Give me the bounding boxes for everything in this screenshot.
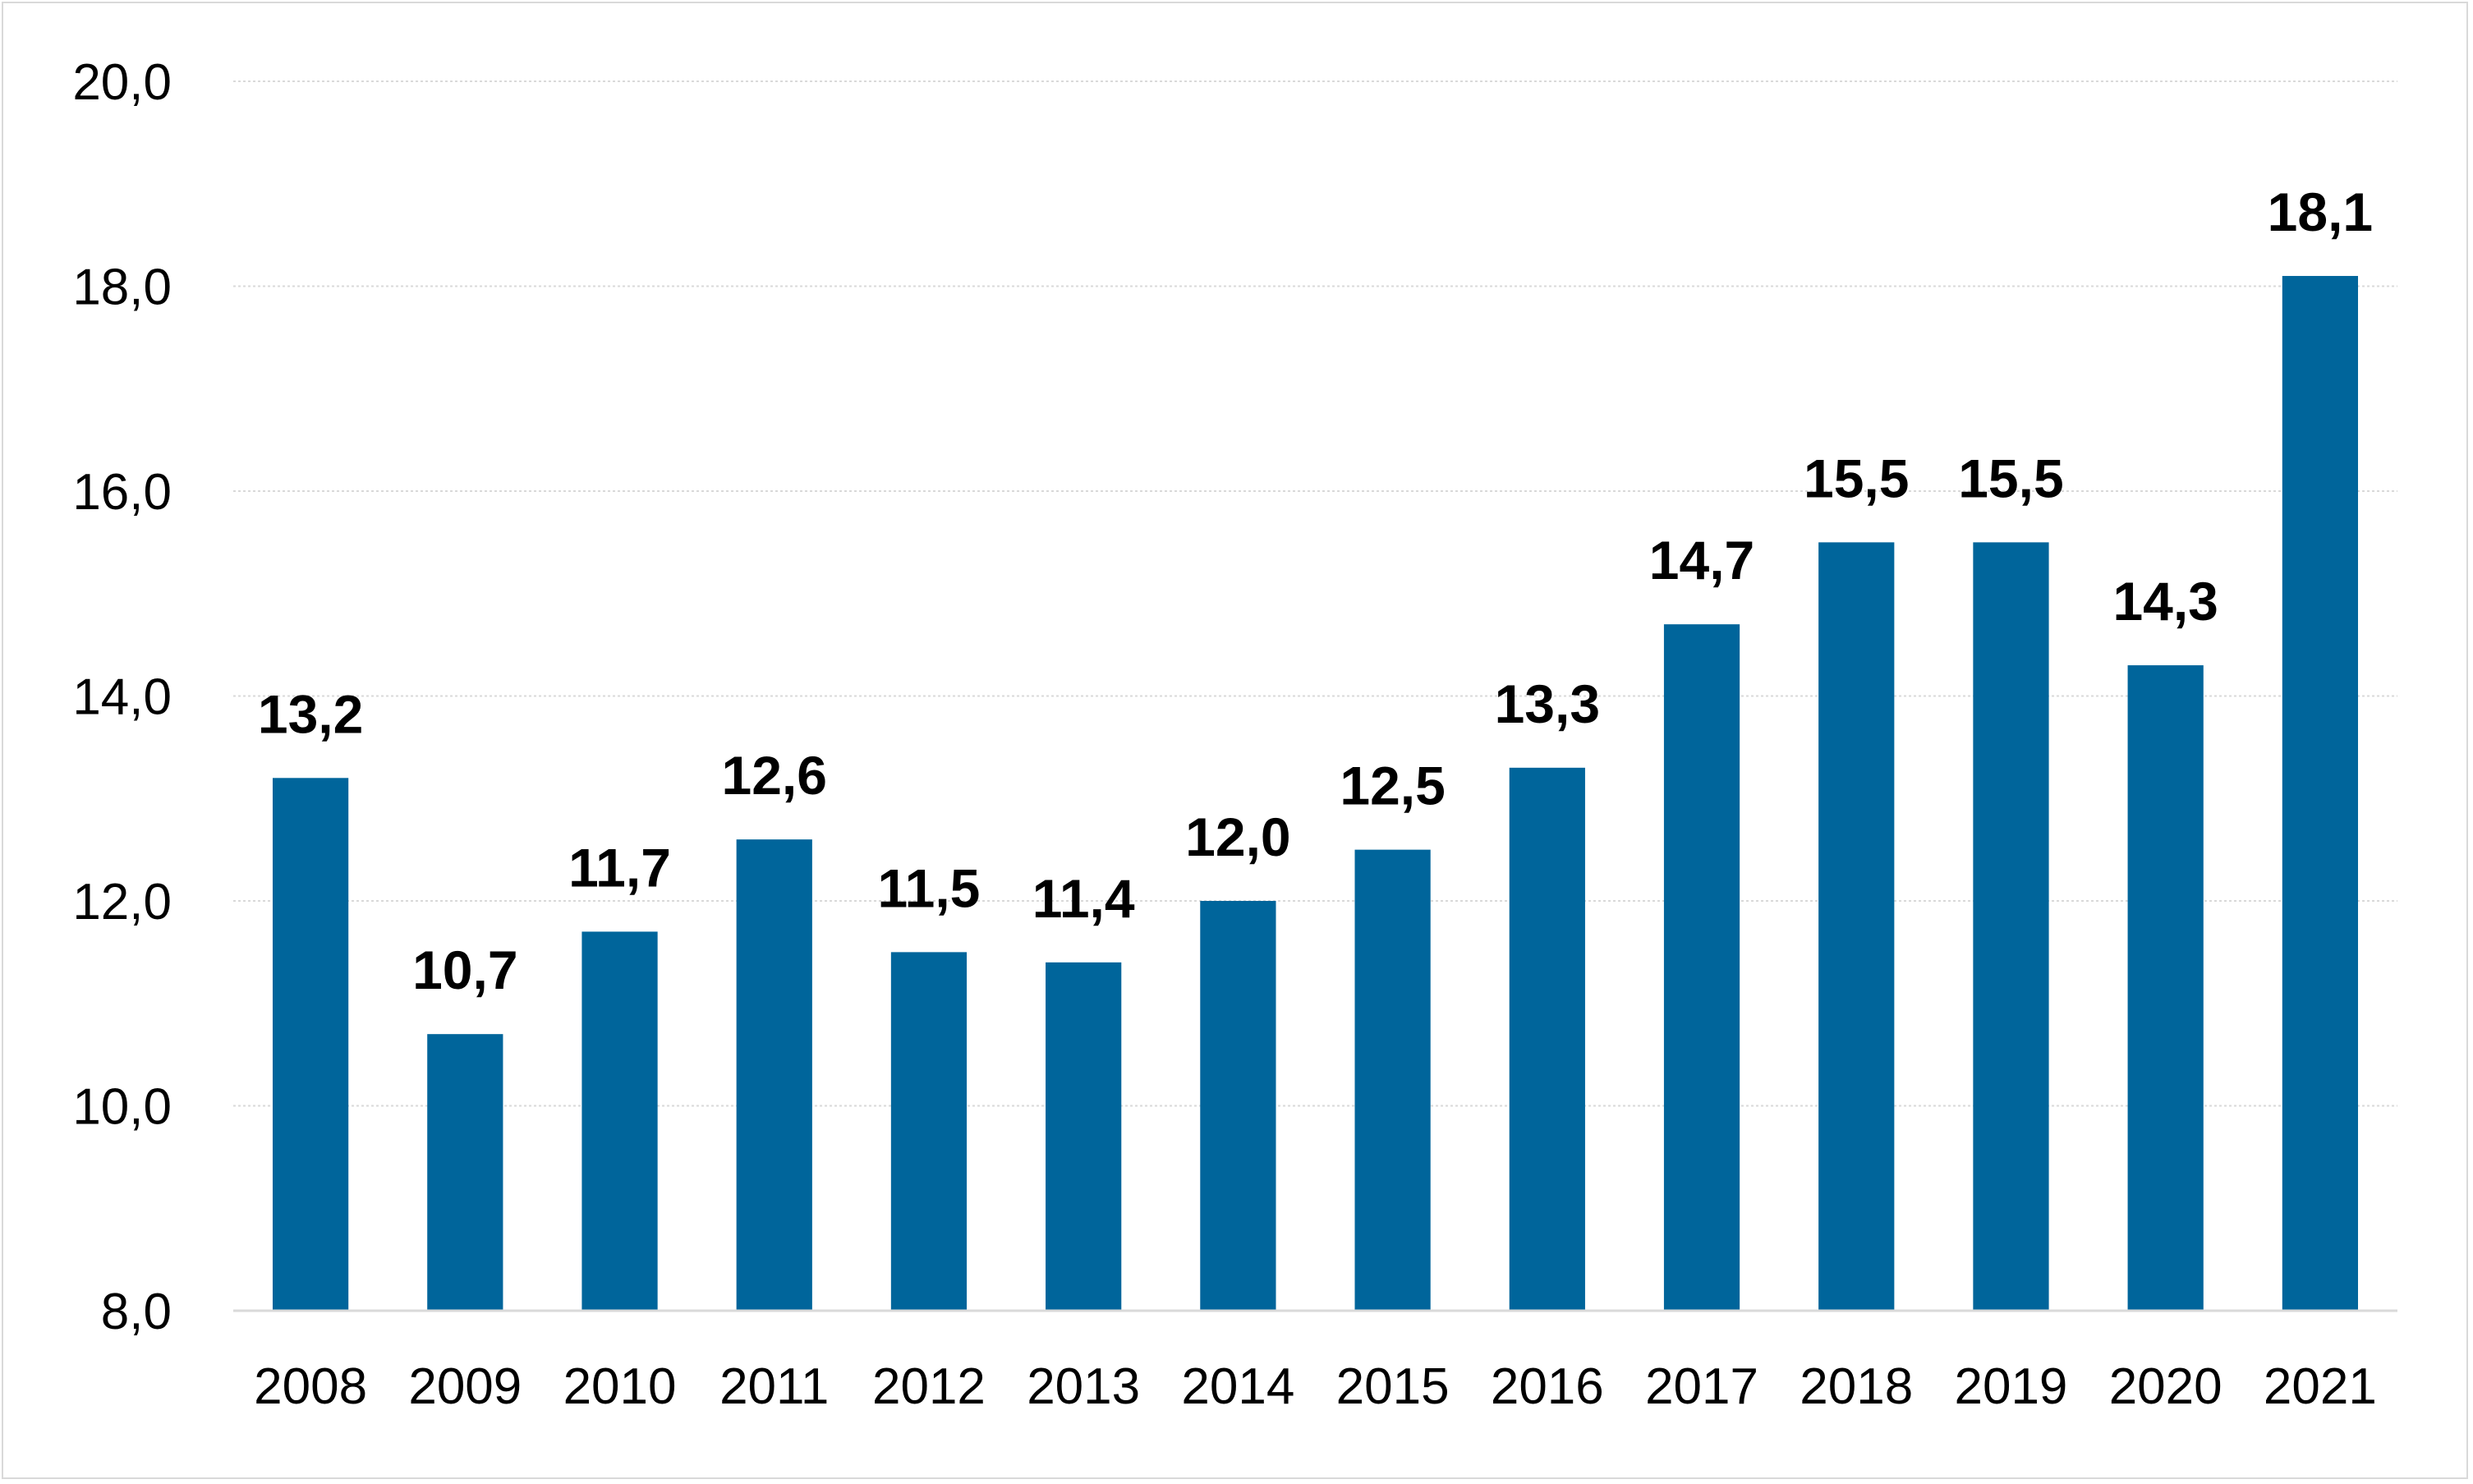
data-label-2020: 14,3 [2112, 571, 2218, 632]
bar-2008 [272, 778, 349, 1311]
bar-2009 [427, 1034, 503, 1311]
bar-2015 [1354, 849, 1431, 1311]
bar-2013 [1046, 962, 1122, 1311]
x-tick-label: 2009 [408, 1358, 522, 1415]
data-label-2018: 15,5 [1804, 448, 1909, 508]
bar-2020 [2127, 665, 2204, 1311]
bar-2019 [1973, 542, 2049, 1311]
data-label-2013: 11,4 [1032, 868, 1135, 929]
x-tick-label: 2013 [1027, 1358, 1140, 1415]
x-axis: 2008 2009 2010 2011 2012 2013 2014 2015 2016 2017… [233, 1309, 2397, 1415]
y-tick-label: 16,0 [72, 464, 172, 521]
data-labels: 13,2 10,7 11,7 12,6 11,5 11,4 12,0 12,5 13,3 14,7… [258, 181, 2373, 1000]
y-tick-label: 14,0 [72, 669, 172, 726]
data-label-2019: 15,5 [1958, 448, 2063, 508]
bar-2017 [1663, 624, 1740, 1311]
bars [272, 276, 2359, 1311]
data-label-2021: 18,1 [2268, 181, 2373, 242]
data-label-2010: 11,7 [568, 837, 671, 898]
data-label-2015: 12,5 [1340, 756, 1445, 816]
y-tick-label: 12,0 [72, 874, 172, 930]
x-tick-label: 2012 [872, 1358, 986, 1415]
data-label-2014: 12,0 [1185, 806, 1290, 867]
y-tick-label: 18,0 [72, 260, 172, 316]
x-tick-label: 2011 [719, 1358, 829, 1415]
bar-2010 [581, 931, 658, 1311]
bar-2016 [1509, 767, 1585, 1311]
data-label-2012: 11,5 [878, 857, 981, 918]
data-label-2011: 12,6 [722, 745, 827, 806]
bar-2012 [890, 952, 968, 1311]
data-label-2016: 13,3 [1495, 673, 1600, 734]
x-tick-label: 2014 [1181, 1358, 1294, 1415]
y-tick-label: 8,0 [101, 1284, 172, 1340]
y-tick-label: 20,0 [72, 54, 172, 111]
y-axis: 8,0 10,0 12,0 14,0 16,0 18,0 20,0 [72, 54, 172, 1340]
x-tick-label: 2016 [1491, 1358, 1604, 1415]
data-label-2017: 14,7 [1649, 530, 1754, 590]
y-tick-label: 10,0 [72, 1079, 172, 1136]
x-tick-label: 2017 [1645, 1358, 1758, 1415]
x-tick-label: 2019 [1954, 1358, 2067, 1415]
data-label-2009: 10,7 [412, 940, 517, 1000]
x-tick-label: 2015 [1336, 1358, 1450, 1415]
gridlines [233, 80, 2397, 1107]
x-tick-label: 2008 [254, 1358, 367, 1415]
bar-2014 [1200, 901, 1276, 1311]
bar-2018 [1818, 542, 1895, 1311]
data-label-2008: 13,2 [258, 683, 363, 744]
x-tick-label: 2020 [2109, 1358, 2222, 1415]
x-tick-label: 2021 [2264, 1358, 2377, 1415]
x-tick-label: 2018 [1800, 1358, 1913, 1415]
x-tick-label: 2010 [563, 1358, 677, 1415]
bar-2021 [2282, 276, 2359, 1311]
bar-chart: 8,0 10,0 12,0 14,0 16,0 18,0 20,0 13,2 10,7 11,7… [72, 54, 2397, 1415]
bar-2011 [736, 839, 812, 1311]
